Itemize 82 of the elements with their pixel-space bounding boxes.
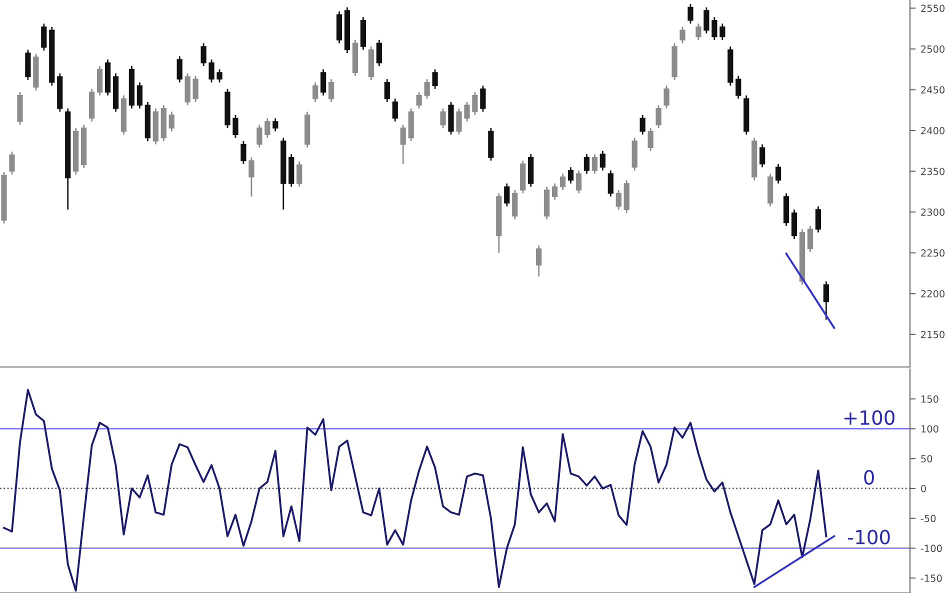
candlestick — [807, 225, 814, 253]
candlestick — [464, 101, 470, 122]
candlestick — [600, 150, 606, 172]
candlestick — [400, 124, 406, 165]
y-tick-label: 2500 — [921, 45, 945, 53]
candlestick — [296, 160, 302, 188]
ref-line-label: +100 — [844, 410, 894, 425]
y-tick-label: -50 — [920, 514, 936, 522]
candlestick — [472, 91, 478, 116]
candlestick — [432, 68, 438, 90]
candlestick — [312, 82, 318, 103]
candlestick — [216, 68, 222, 84]
candlestick — [232, 114, 238, 139]
candlestick — [264, 118, 270, 139]
y-tick-label: 2200 — [921, 290, 945, 298]
candlestick — [775, 163, 782, 184]
candlestick — [424, 78, 430, 100]
candlestick — [736, 75, 742, 100]
candlestick — [608, 170, 614, 198]
candlestick — [320, 68, 326, 96]
candlestick — [248, 156, 254, 198]
candlestick — [536, 244, 542, 278]
candlestick — [823, 280, 829, 320]
candlestick — [688, 3, 694, 24]
candlestick — [192, 75, 198, 103]
candlestick — [560, 173, 566, 191]
y-tick-label: 2450 — [921, 86, 945, 94]
candlestick — [440, 108, 446, 129]
candlestick — [272, 118, 278, 132]
candlestick — [328, 78, 334, 103]
candlestick — [592, 153, 598, 174]
candlestick — [136, 82, 143, 110]
candlestick — [791, 208, 798, 240]
candlestick — [256, 124, 262, 148]
candlestick — [760, 144, 766, 168]
candlestick — [200, 42, 206, 67]
y-tick-label: 2550 — [921, 4, 945, 12]
line-series — [3, 388, 828, 592]
candlestick — [384, 78, 390, 103]
ref-line-label: -100 — [848, 530, 890, 544]
candlestick — [456, 108, 462, 136]
candlestick — [712, 16, 718, 41]
candlestick — [640, 114, 646, 136]
candlestick — [376, 39, 382, 67]
candlestick — [512, 189, 518, 220]
y-tick-label: 50 — [921, 455, 932, 462]
candlestick — [656, 104, 662, 129]
candlestick — [96, 65, 103, 96]
y-tick-label: -100 — [920, 544, 942, 552]
y-tick-label: 2150 — [921, 330, 945, 338]
candlestick — [568, 166, 574, 184]
candlestick — [392, 98, 398, 122]
candlestick — [240, 140, 246, 165]
y-tick-label: -150 — [920, 574, 942, 582]
candlestick — [41, 22, 47, 52]
candlestick — [815, 206, 822, 234]
candlestick — [704, 6, 710, 34]
candlestick — [584, 153, 590, 174]
candlestick — [664, 84, 670, 110]
y-tick-label: 2250 — [921, 249, 945, 257]
candlestick — [696, 22, 702, 41]
candlestick — [25, 49, 31, 81]
candlestick — [208, 58, 214, 84]
candlestick — [504, 182, 510, 208]
y-tick-label: 150 — [921, 395, 938, 403]
candlestick — [168, 111, 174, 132]
y-tick-label: 100 — [921, 425, 938, 433]
y-tick-label: 2350 — [921, 168, 945, 176]
candlestick — [576, 170, 582, 194]
candlestick — [680, 26, 686, 44]
ref-line-label: 0 — [864, 470, 874, 485]
candlestick — [416, 91, 422, 110]
candlestick — [720, 22, 726, 41]
candlestick — [648, 127, 654, 152]
y-tick-label: 2300 — [921, 208, 945, 216]
candlestick — [9, 151, 15, 176]
candlestick — [176, 56, 182, 84]
y-tick-label: 2400 — [921, 126, 945, 134]
candlestick — [552, 182, 558, 201]
y-tick-label: 0 — [921, 484, 926, 492]
candlestick — [480, 84, 486, 112]
candlestick — [616, 189, 622, 210]
